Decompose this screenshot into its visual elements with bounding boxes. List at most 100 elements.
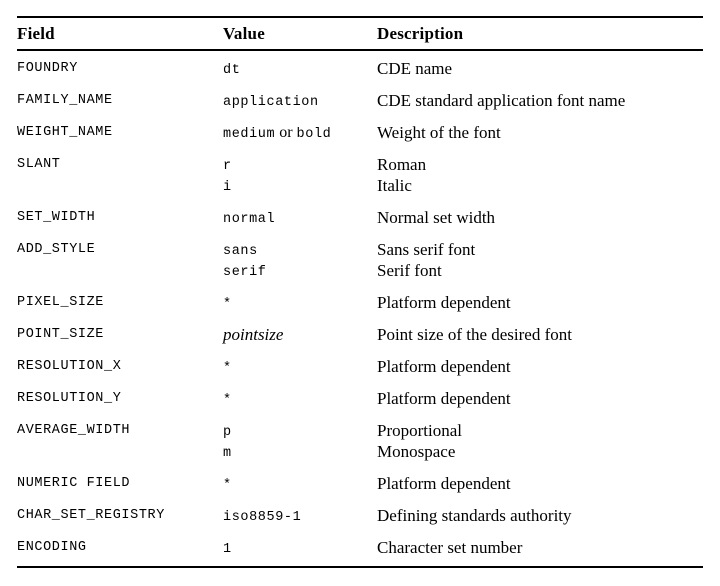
value-line: *	[223, 473, 377, 494]
description-cell: Weight of the font	[377, 122, 703, 143]
field-name: POINT_SIZE	[17, 327, 105, 342]
table-row: SLANT r i Roman Italic	[17, 154, 703, 196]
value-cell: sans serif	[223, 239, 377, 281]
table-body: FOUNDRY dt CDE name FAMILY_NAME application C…	[17, 51, 703, 568]
value-text: 1	[223, 542, 232, 557]
value-line: application	[223, 90, 377, 111]
description-line: Monospace	[377, 442, 456, 461]
value-line: p	[223, 420, 377, 441]
table-row: NUMERIC FIELD * Platform dependent	[17, 473, 703, 494]
value-text: dt	[223, 63, 241, 78]
table-row: CHAR_SET_REGISTRY iso8859-1 Defining stand…	[17, 505, 703, 526]
description-line: Platform dependent	[377, 389, 511, 408]
description-line: Sans serif font	[377, 240, 476, 259]
description-cell: Platform dependent	[377, 473, 703, 494]
value-cell: dt	[223, 58, 377, 79]
table-row: ENCODING 1 Character set number	[17, 537, 703, 558]
value-text: *	[223, 393, 232, 408]
table-row: SET_WIDTH normal Normal set width	[17, 207, 703, 228]
field-name: AVERAGE_WIDTH	[17, 423, 131, 438]
field-name: SLANT	[17, 157, 61, 172]
value-text: *	[223, 478, 232, 493]
value-line: normal	[223, 207, 377, 228]
field-name: FOUNDRY	[17, 61, 78, 76]
value-cell: pointsize	[223, 324, 377, 345]
value-cell: *	[223, 388, 377, 409]
table-row: WEIGHT_NAME medium or bold Weight of the f…	[17, 122, 703, 143]
value-line: medium or bold	[223, 122, 377, 143]
description-cell: Platform dependent	[377, 388, 703, 409]
field-name: ENCODING	[17, 540, 87, 555]
table-row: RESOLUTION_Y * Platform dependent	[17, 388, 703, 409]
description-cell: Character set number	[377, 537, 703, 558]
value-text: m	[223, 446, 232, 461]
value-text: normal	[223, 212, 276, 227]
value-line: pointsize	[223, 324, 377, 345]
value-text: r	[223, 159, 232, 174]
description-line: Character set number	[377, 538, 523, 557]
table-row: PIXEL_SIZE * Platform dependent	[17, 292, 703, 313]
value-cell: *	[223, 292, 377, 313]
description-cell: Sans serif font Serif font	[377, 239, 703, 281]
field-name: RESOLUTION_Y	[17, 391, 122, 406]
value-cell: *	[223, 473, 377, 494]
field-name: CHAR_SET_REGISTRY	[17, 508, 165, 523]
value-text: serif	[223, 265, 267, 280]
field-name: PIXEL_SIZE	[17, 295, 105, 310]
description-line: Proportional	[377, 421, 462, 440]
description-cell: Defining standards authority	[377, 505, 703, 526]
table-row: FAMILY_NAME application CDE standard appli…	[17, 90, 703, 111]
description-line: Italic	[377, 176, 412, 195]
field-name: FAMILY_NAME	[17, 93, 113, 108]
value-text: sans	[223, 244, 258, 259]
description-line: Normal set width	[377, 208, 496, 227]
description-cell: Platform dependent	[377, 356, 703, 377]
value-cell: *	[223, 356, 377, 377]
table-row: AVERAGE_WIDTH p m Proportional Monospace	[17, 420, 703, 462]
table-row: ADD_STYLE sans serif Sans serif font Serif f…	[17, 239, 703, 281]
value-text: bold	[296, 127, 332, 142]
description-cell: Normal set width	[377, 207, 703, 228]
value-line: *	[223, 356, 377, 377]
description-cell: Roman Italic	[377, 154, 703, 196]
value-text: p	[223, 425, 232, 440]
value-cell: medium or bold	[223, 122, 377, 143]
field-name: WEIGHT_NAME	[17, 125, 113, 140]
description-line: Serif font	[377, 261, 442, 280]
value-line: iso8859-1	[223, 505, 377, 526]
value-text: medium	[223, 127, 276, 142]
description-cell: CDE name	[377, 58, 703, 79]
column-header-description: Description	[377, 23, 464, 43]
table-row: RESOLUTION_X * Platform dependent	[17, 356, 703, 377]
value-text: application	[223, 95, 319, 110]
value-line: i	[223, 175, 377, 196]
table-header-row: Field Value Description	[17, 16, 703, 51]
description-line: CDE name	[377, 59, 453, 78]
value-text: or	[275, 124, 297, 141]
table-row: FOUNDRY dt CDE name	[17, 58, 703, 79]
value-text: iso8859-1	[223, 510, 302, 525]
description-cell: Proportional Monospace	[377, 420, 703, 462]
value-cell: normal	[223, 207, 377, 228]
value-line: r	[223, 154, 377, 175]
description-line: Platform dependent	[377, 357, 511, 376]
description-line: Roman	[377, 155, 427, 174]
table-row: POINT_SIZE pointsize Point size of the des…	[17, 324, 703, 345]
value-line: *	[223, 388, 377, 409]
value-line: *	[223, 292, 377, 313]
description-line: Platform dependent	[377, 474, 511, 493]
value-line: 1	[223, 537, 377, 558]
value-text: *	[223, 361, 232, 376]
value-line: serif	[223, 260, 377, 281]
field-name: NUMERIC FIELD	[17, 476, 131, 491]
value-cell: iso8859-1	[223, 505, 377, 526]
font-fields-table: Field Value Description FOUNDRY dt CDE nam…	[17, 16, 703, 568]
value-line: sans	[223, 239, 377, 260]
field-name: SET_WIDTH	[17, 210, 96, 225]
description-cell: Platform dependent	[377, 292, 703, 313]
description-cell: CDE standard application font name	[377, 90, 703, 111]
column-header-value: Value	[223, 23, 265, 43]
